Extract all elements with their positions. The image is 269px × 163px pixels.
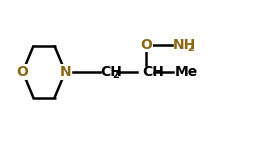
Text: 2: 2 (188, 43, 194, 53)
Text: O: O (17, 65, 29, 79)
Text: Me: Me (174, 65, 198, 79)
Text: CH: CH (143, 65, 164, 79)
Text: NH: NH (173, 38, 196, 52)
Text: O: O (140, 38, 153, 52)
Text: N: N (59, 65, 71, 79)
Text: CH: CH (100, 65, 122, 79)
Text: 2: 2 (112, 70, 119, 80)
